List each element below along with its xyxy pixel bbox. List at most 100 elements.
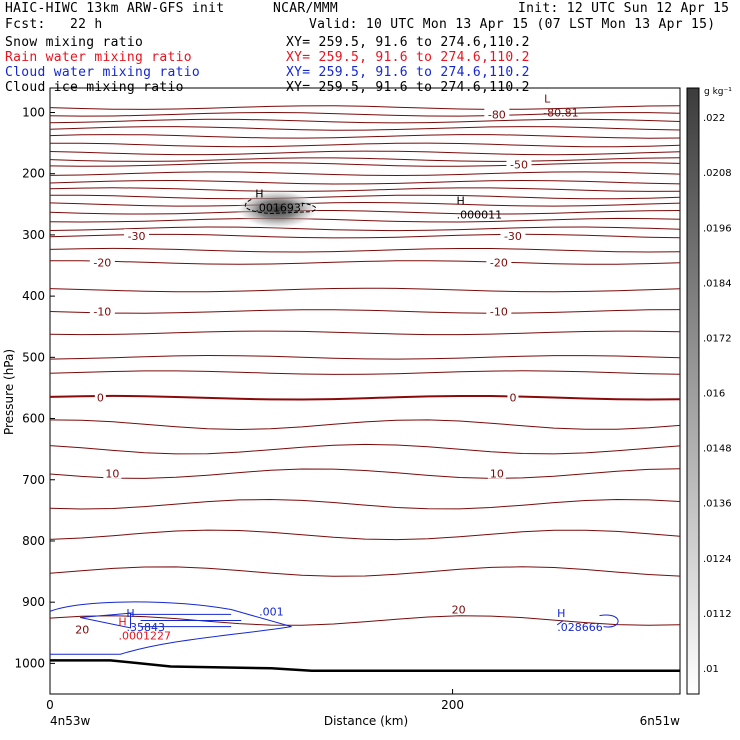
extremum-value: .35843: [127, 621, 166, 634]
x-axis: 0 200: [46, 689, 464, 712]
colorbar-tick-label: .0124: [703, 554, 732, 565]
extremum-value: -80.81: [543, 107, 578, 120]
isotherm: [49, 615, 681, 626]
colorbar-tick-label: .0112: [703, 609, 732, 620]
isotherm: [49, 443, 681, 455]
isotherm: [49, 468, 681, 479]
contour-labels: -80 -50 -30 -30 -20 -20 -10 -10 0 0 10 10 20 20 .001: [73, 107, 532, 637]
colorbar-tick-label: .0148: [703, 444, 732, 455]
title-center: NCAR/MMM: [273, 1, 339, 16]
isotherm: [49, 566, 681, 577]
y-tick-label: 400: [22, 289, 45, 303]
snow-contour: [244, 198, 317, 214]
forecast-hour: Fcst: 22 h: [5, 17, 103, 32]
extremum-marker: H: [456, 194, 464, 207]
valid-time: Valid: 10 UTC Mon 13 Apr 15 (07 LST Mon …: [309, 17, 716, 32]
legend-snow-xy: XY= 259.5, 91.6 to 274.6,110.2: [286, 35, 530, 50]
temp-contour-label: -20: [93, 256, 111, 269]
label-mask: [103, 466, 122, 479]
label-mask: [484, 107, 510, 120]
colorbar-tick-label: .0196: [703, 223, 732, 234]
isotherm: [49, 134, 681, 139]
legend-snow: Snow mixing ratio: [5, 35, 144, 50]
isotherm: [49, 233, 681, 239]
x-axis-label: Distance (km): [324, 714, 408, 728]
colorbar-tick-label: .0208: [703, 168, 732, 179]
temp-contour-label: 0: [97, 392, 104, 405]
cloud-water-contour: [556, 620, 564, 626]
temp-contour-label: 20: [452, 604, 466, 617]
x-tick-label: 200: [441, 698, 464, 712]
isotherm: [49, 150, 681, 156]
label-mask: [449, 602, 468, 615]
isotherm: [49, 201, 681, 207]
isotherm: [49, 162, 681, 167]
colorbar-tick-label: .0184: [703, 278, 732, 289]
y-tick-label: 300: [22, 228, 45, 242]
label-mask: [89, 304, 115, 317]
label-mask: [89, 255, 115, 268]
cloud-water-label: .001: [259, 605, 284, 618]
extremum-marker: L: [544, 93, 551, 106]
init-time: Init: 12 UTC Sun 12 Apr 15: [518, 1, 730, 16]
label-mask: [94, 390, 106, 403]
isotherm: [49, 498, 681, 510]
colorbar-tick-label: .0136: [703, 499, 732, 510]
legend-cloud-water: Cloud water mixing ratio: [5, 65, 201, 80]
colorbar: [686, 87, 700, 695]
cloud-water-contour: [80, 612, 132, 629]
isotherm: [49, 330, 681, 336]
cloud-water-contour: [599, 614, 619, 628]
temp-contour-label: -30: [128, 230, 146, 243]
colorbar-tick-label: .022: [703, 113, 725, 124]
isotherm: [49, 179, 681, 185]
y-tick-label: 1000: [14, 656, 45, 670]
y-tick-label: 200: [22, 167, 45, 181]
isotherm: [49, 394, 681, 401]
colorbar-tick-label: .0172: [703, 333, 732, 344]
isotherm: [49, 105, 681, 110]
isotherm: [49, 171, 681, 177]
legend-rain: Rain water mixing ratio: [5, 50, 192, 65]
colorbar-ticks: .01 .0112 .0124 .0136 .0148 .016 .0172 .0184 .01…: [703, 113, 732, 675]
label-mask: [73, 622, 92, 635]
label-mask: [506, 157, 532, 170]
y-tick-label: 100: [22, 105, 45, 119]
label-mask: [500, 229, 526, 242]
y-axis-label: Pressure (hPa): [2, 349, 16, 435]
label-mask: [124, 229, 150, 242]
isotherm: [49, 260, 681, 265]
y-tick-label: 900: [22, 595, 45, 609]
legend-cloud-water-xy: XY= 259.5, 91.6 to 274.6,110.2: [286, 65, 530, 80]
isotherm: [49, 210, 681, 215]
temperature-contours: [49, 105, 681, 626]
temp-contour-label: -30: [504, 230, 522, 243]
cloud-water-contour: [49, 601, 292, 655]
temp-contour-label: -50: [510, 159, 528, 172]
isotherm: [49, 157, 681, 162]
isotherm: [49, 118, 681, 124]
y-axis: 100 200 300 400 500 600 700 800 900 1000: [14, 105, 55, 670]
colorbar-tick-label: .016: [703, 389, 725, 400]
temp-contour-label: 0: [509, 392, 516, 405]
isotherm: [49, 309, 681, 314]
isotherm: [49, 111, 681, 117]
extrema-labels: L-80.81H.001693'H.000011H.35843H.0001227…: [118, 93, 602, 643]
isotherm: [49, 126, 681, 131]
isotherm: [49, 187, 681, 192]
isotherm: [49, 217, 681, 223]
temp-contour-label: -10: [93, 305, 111, 318]
isotherm: [49, 226, 681, 232]
temp-contour-label: 10: [105, 468, 119, 481]
isotherm: [49, 247, 681, 253]
temp-contour-label: -20: [490, 256, 508, 269]
y-tick-label: 500: [22, 350, 45, 364]
plot-frame: [49, 87, 681, 695]
title-left: HAIC-HIWC 13km ARW-GFS init: [5, 1, 225, 16]
isotherm: [49, 194, 681, 200]
colorbar-tick-label: .01: [703, 664, 719, 675]
label-mask: [487, 466, 506, 479]
terrain-line: [50, 659, 680, 672]
extremum-marker: H: [118, 615, 126, 628]
